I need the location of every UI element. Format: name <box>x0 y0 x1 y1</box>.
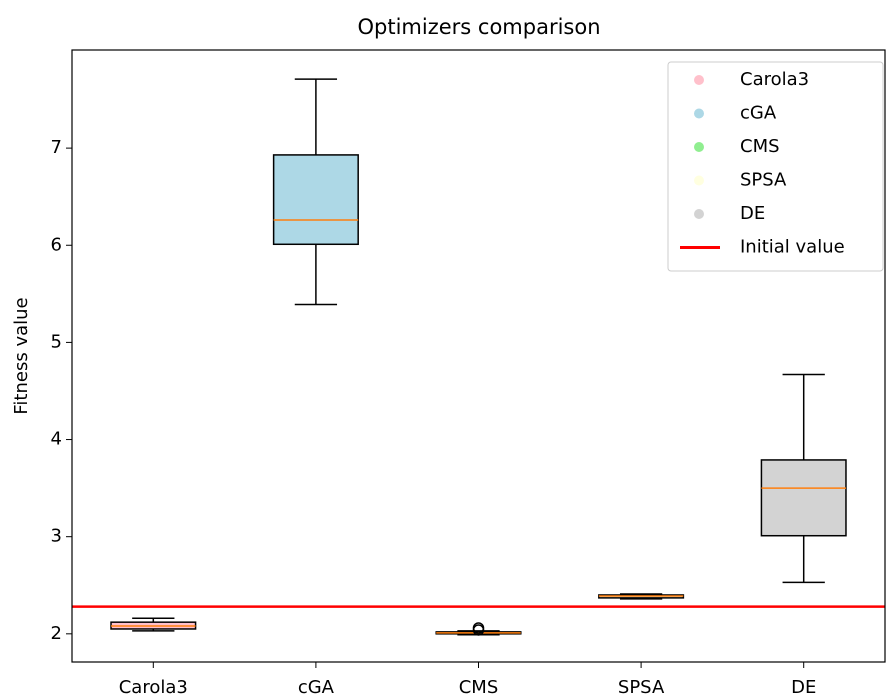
legend-label: SPSA <box>740 170 787 191</box>
legend-marker <box>694 175 704 186</box>
y-tick-label: 7 <box>51 137 62 158</box>
legend-label: cGA <box>740 103 777 124</box>
legend-marker <box>694 142 704 152</box>
y-tick-label: 3 <box>51 526 62 547</box>
legend-label: DE <box>740 203 765 224</box>
legend-label: Carola3 <box>740 69 809 90</box>
x-tick-label: CMS <box>459 677 499 698</box>
y-axis-label: Fitness value <box>11 297 32 414</box>
y-tick-label: 6 <box>51 234 62 255</box>
y-tick-label: 5 <box>51 331 62 352</box>
y-tick-label: 2 <box>51 623 62 644</box>
x-tick-label: Carola3 <box>119 677 188 698</box>
chart-title: Optimizers comparison <box>357 15 600 39</box>
legend-label: CMS <box>740 136 780 157</box>
flier <box>472 622 485 634</box>
legend-box <box>667 61 884 272</box>
x-tick-label: cGA <box>298 677 335 698</box>
x-tick-label: DE <box>791 677 816 698</box>
box <box>760 459 847 537</box>
y-tick-label: 4 <box>51 429 62 450</box>
legend-marker <box>694 108 704 119</box>
legend-marker <box>694 75 704 85</box>
legend-marker <box>694 209 704 219</box>
plot-frame <box>71 49 886 663</box>
box <box>272 154 359 246</box>
x-tick-label: SPSA <box>618 677 665 698</box>
legend-label: Initial value <box>740 237 845 258</box>
